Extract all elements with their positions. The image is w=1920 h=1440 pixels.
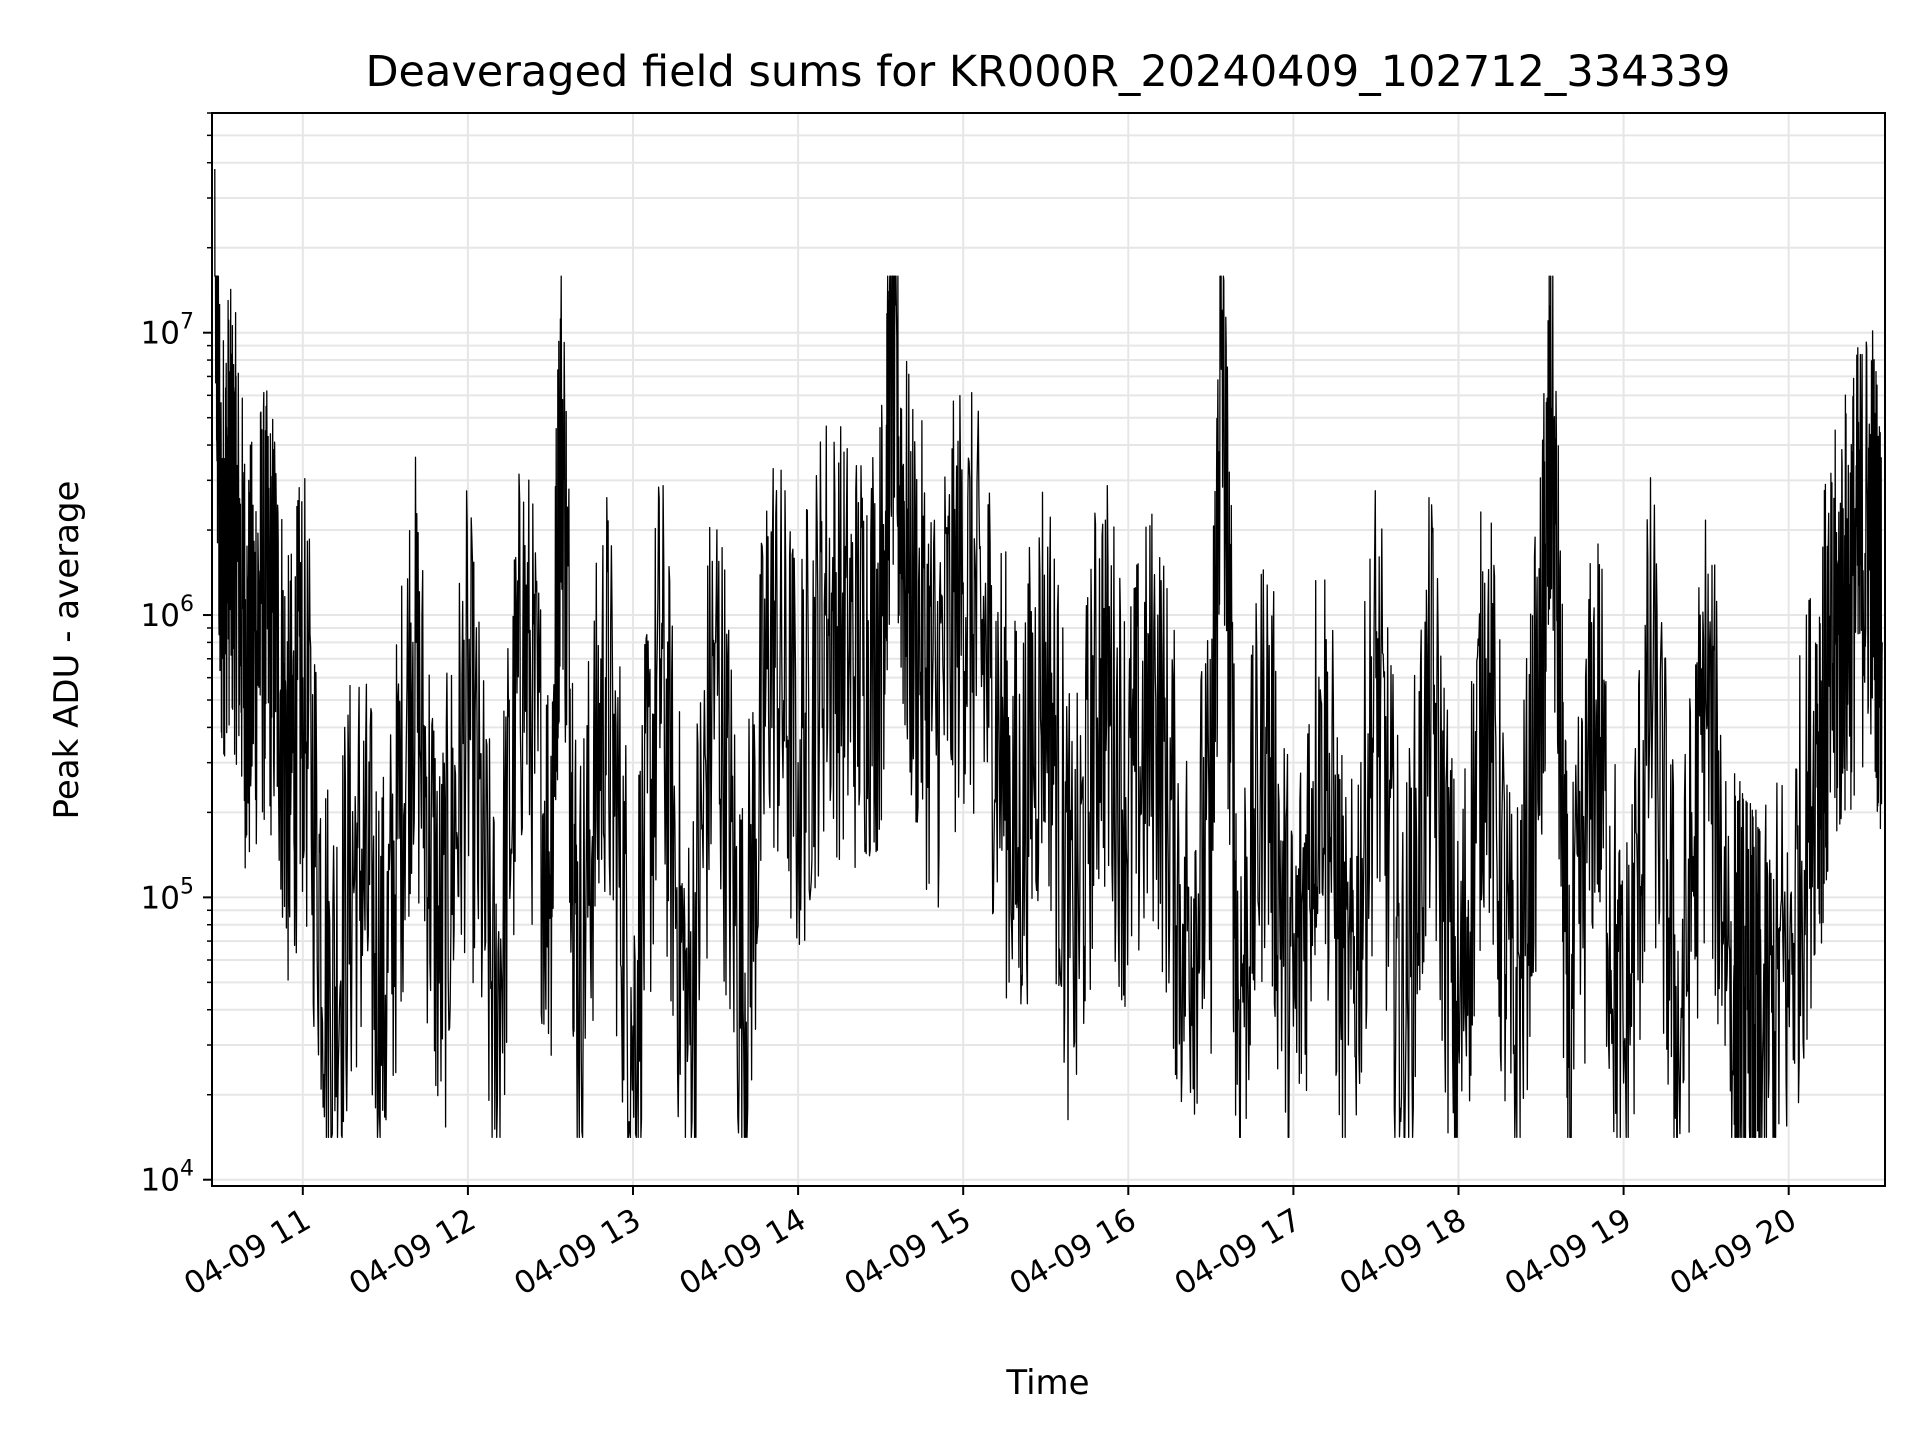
plot-area [214,168,1883,1139]
y-axis-title: Peak ADU - average [47,481,87,820]
y-axis-ticks: 104 105 106 107 [141,112,212,1199]
chart-title: Deaveraged field sums for KR000R_2024040… [365,47,1730,97]
y-tick-label: 106 [141,592,194,634]
series-line [214,168,1883,1139]
plot-frame [211,112,1886,1187]
y-tick-label: 104 [141,1157,194,1199]
y-tick-label: 105 [141,874,194,916]
series-group [214,168,1883,1139]
y-tick-label: 107 [141,310,194,352]
x-axis-title: Time [1005,1363,1089,1403]
